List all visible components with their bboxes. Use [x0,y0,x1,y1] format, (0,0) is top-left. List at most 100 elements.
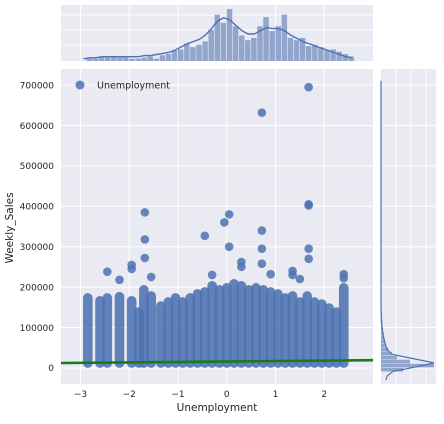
point-strip [295,297,305,368]
scatter-points [103,82,349,285]
top-hist-bar [147,56,154,61]
scatter-point [140,235,150,244]
scatter-point [224,210,234,219]
scatter-point [103,267,112,277]
right-hist-bar [381,355,397,360]
point-strip [207,281,217,368]
point-strip [221,283,232,368]
top-hist-bar [98,57,105,61]
top-hist-bar [123,57,129,61]
x-tick-label: 1 [273,390,279,400]
point-strip [287,291,298,368]
scatter-point [257,259,267,268]
point-strip [302,291,312,368]
top-hist-bar [104,57,111,61]
top-marginal-histogram [86,9,355,61]
y-tick-label: 700000 [20,81,55,91]
point-strip [83,293,93,368]
scatter-point [220,218,229,227]
top-hist-bar [269,30,275,61]
x-tick-label: −3 [74,390,87,400]
scatter-point [224,242,234,251]
top-hist-bar [159,55,166,61]
x-tick-label: −1 [171,390,184,400]
y-axis-label: Weekly_Sales [4,192,16,263]
scatter-point [288,270,297,280]
point-strip [324,303,334,368]
scatter-point [257,226,267,235]
point-strip [163,297,174,368]
y-tick-label: 600000 [20,122,55,132]
point-strip [309,297,320,368]
scatter-point [237,262,246,272]
point-strip [331,307,342,368]
top-hist-bar [336,51,342,61]
right-marginal-panel [381,69,436,384]
top-hist-bar [305,45,312,61]
top-hist-bar [208,29,214,61]
right-hist-bar [381,363,434,368]
top-hist-bar [251,37,257,61]
top-hist-bar [196,44,202,61]
regression-line [60,358,374,365]
top-hist-bar [293,40,300,61]
top-hist-bar [184,43,190,61]
legend: Unemployment [75,80,170,92]
point-strip [126,295,137,368]
top-hist-bar [110,56,117,61]
top-hist-bar [342,54,349,61]
scatter-point [140,253,150,263]
top-hist-bar [135,58,141,61]
x-tick-label: 2 [321,390,327,400]
scatter-point [127,264,136,274]
top-hist-bar [312,44,318,61]
y-axis-ticks: 0 100000 200000 300000 400000 500000 600000 700… [20,81,55,374]
x-tick-label: 0 [224,390,230,400]
top-hist-bar [281,14,288,61]
top-hist-bar [141,57,147,61]
right-hist-bar [381,359,411,364]
scatter-point [207,270,217,280]
scatter-point [140,208,150,217]
x-axis-ticks: −3 −2 −1 0 1 2 [74,390,327,400]
y-tick-label: 500000 [20,162,55,172]
scatter-point [304,82,313,92]
point-strip [102,293,113,368]
legend-label: Unemployment [97,81,170,92]
right-hist-bar [381,335,385,340]
right-hist-bar [381,351,392,356]
point-strip [139,285,149,368]
top-hist-bar [214,14,221,61]
top-hist-bar [117,57,123,61]
point-strip [229,279,239,368]
point-strip [236,281,247,368]
point-strip [95,295,105,368]
top-hist-bar [348,56,355,61]
right-hist-bar [381,343,387,348]
point-strip [273,289,283,368]
point-strip [192,289,203,368]
y-tick-label: 300000 [20,243,55,253]
scatter-point [146,272,156,282]
scatter-point [115,275,124,285]
top-hist-bar [153,58,160,61]
scatter-point [257,108,267,117]
scatter-strips [83,279,349,368]
point-strip [200,287,210,368]
point-strip [185,293,195,368]
point-strip [317,299,327,368]
point-strip [243,285,254,368]
scatter-point [304,201,313,210]
top-hist-bar [324,50,330,61]
top-hist-bar [232,26,239,61]
right-marginal-kde-line [380,80,435,381]
point-strip [214,285,225,368]
scatter-point [295,274,305,284]
point-strip [178,297,188,368]
top-hist-bar [129,58,135,61]
top-hist-bar [263,17,269,61]
scatter-point [304,254,313,264]
y-tick-label: 400000 [20,203,55,213]
top-hist-bar [257,26,263,61]
